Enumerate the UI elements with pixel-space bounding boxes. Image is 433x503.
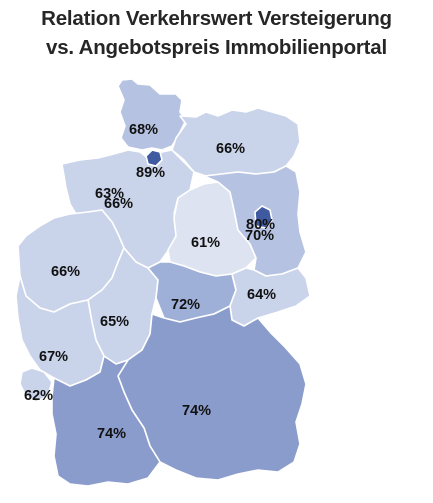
label-hessen: 65% [100, 314, 129, 330]
map-title: Relation Verkehrswert Versteigerung vs. … [0, 4, 433, 62]
label-mecklenburg-vorpommern: 66% [216, 141, 245, 157]
state-mecklenburg-vorpommern [171, 107, 301, 177]
label-sachsen: 64% [247, 287, 276, 303]
label-berlin: 80% [246, 217, 275, 233]
map-title-line-1: Relation Verkehrswert Versteigerung [41, 7, 392, 30]
label-bremen: 63% [95, 186, 124, 202]
label-nordrhein-westfalen: 66% [51, 264, 80, 280]
state-hamburg [145, 149, 163, 167]
state-saarland [19, 367, 53, 403]
label-baden-wuerttemberg: 74% [97, 426, 126, 442]
state-baden-wuerttemberg [51, 355, 161, 487]
label-hamburg: 89% [136, 165, 165, 181]
state-berlin [254, 205, 273, 229]
label-rheinland-pfalz: 67% [39, 349, 68, 365]
label-saarland: 62% [24, 388, 53, 404]
label-brandenburg: 70% [245, 228, 274, 244]
label-sachsen-anhalt: 61% [191, 235, 220, 251]
label-schleswig-holstein: 68% [129, 122, 158, 138]
label-thueringen: 72% [171, 297, 200, 313]
label-bayern: 74% [182, 403, 211, 419]
map-title-line-2: vs. Angebotspreis Immobilienportal [46, 36, 387, 59]
label-niedersachsen: 66% [104, 196, 133, 212]
